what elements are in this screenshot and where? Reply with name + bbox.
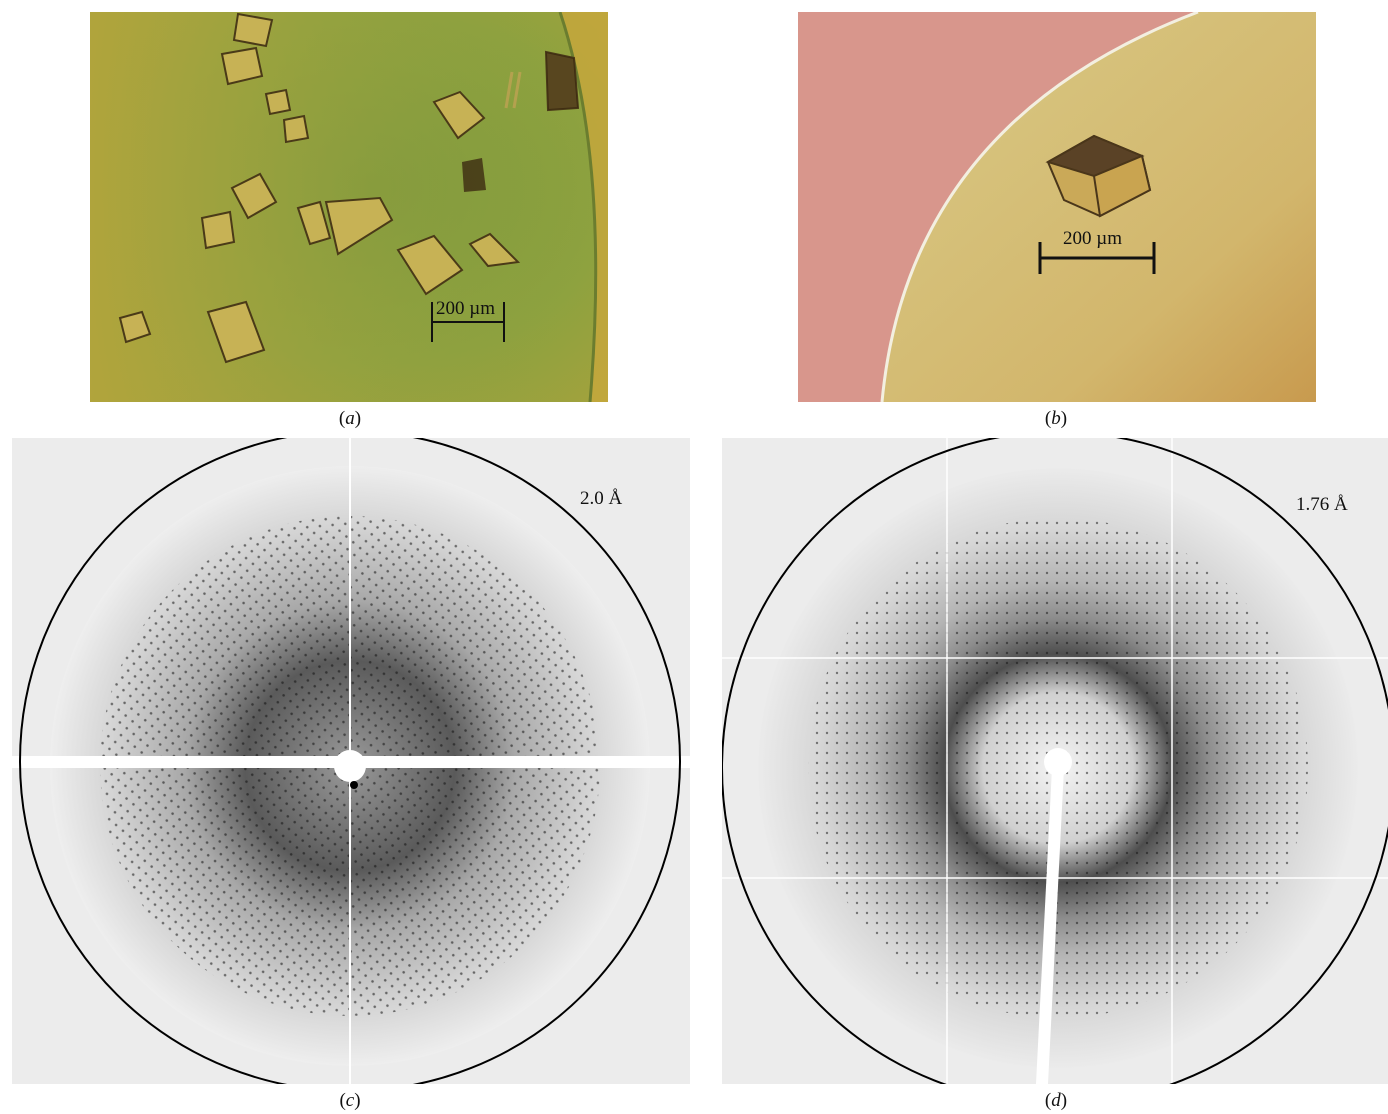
crystal-micrograph-b: [798, 12, 1316, 402]
scale-bar-label-a: 200 µm: [436, 298, 495, 320]
caption-a: (a): [320, 408, 380, 430]
diffraction-image-d: [722, 438, 1388, 1084]
panel-a-crystal-micrograph: 200 µm: [90, 12, 608, 402]
panel-d-diffraction-pattern: 1.76 Å: [722, 438, 1388, 1084]
panel-c-diffraction-pattern: 2.0 Å: [12, 438, 690, 1084]
caption-d: (d): [1026, 1090, 1086, 1112]
resolution-label-c: 2.0 Å: [580, 488, 622, 510]
caption-b: (b): [1026, 408, 1086, 430]
crystal-micrograph-a: [90, 12, 608, 402]
diffraction-image-c: [12, 438, 690, 1084]
resolution-label-d: 1.76 Å: [1296, 494, 1348, 516]
scale-bar-label-b: 200 µm: [1063, 228, 1122, 250]
panel-b-crystal-micrograph: 200 µm: [798, 12, 1316, 402]
caption-c: (c): [320, 1090, 380, 1112]
